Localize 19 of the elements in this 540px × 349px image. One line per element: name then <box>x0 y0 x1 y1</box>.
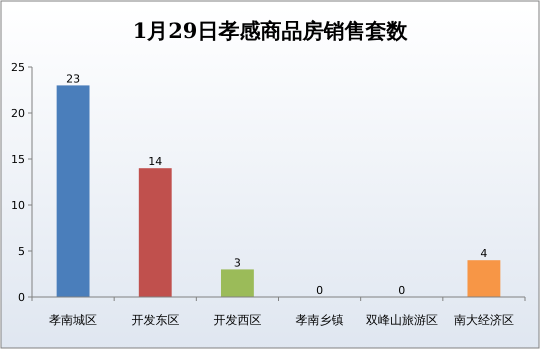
x-tick-label: 双峰山旅游区 <box>366 313 438 327</box>
y-tick-label: 0 <box>18 291 25 304</box>
x-tick-label: 孝南乡镇 <box>296 313 344 327</box>
y-tick-label: 10 <box>11 199 25 212</box>
y-tick-label: 15 <box>11 153 25 166</box>
y-tick-label: 20 <box>11 107 25 120</box>
data-label: 23 <box>66 72 80 86</box>
data-label: 0 <box>316 284 324 297</box>
chart-title: 1月29日孝感商品房销售套数 <box>132 18 408 43</box>
x-tick-label: 南大经济区 <box>454 313 514 327</box>
data-label: 14 <box>148 155 162 168</box>
y-tick-label: 5 <box>18 245 25 258</box>
x-tick-label: 开发西区 <box>213 313 262 327</box>
x-tick-label: 开发东区 <box>131 313 180 327</box>
data-label: 4 <box>480 247 488 260</box>
x-tick-label: 孝南城区 <box>49 313 98 327</box>
y-tick-label: 25 <box>11 61 25 74</box>
data-label: 0 <box>398 284 406 297</box>
data-label: 3 <box>234 256 241 270</box>
